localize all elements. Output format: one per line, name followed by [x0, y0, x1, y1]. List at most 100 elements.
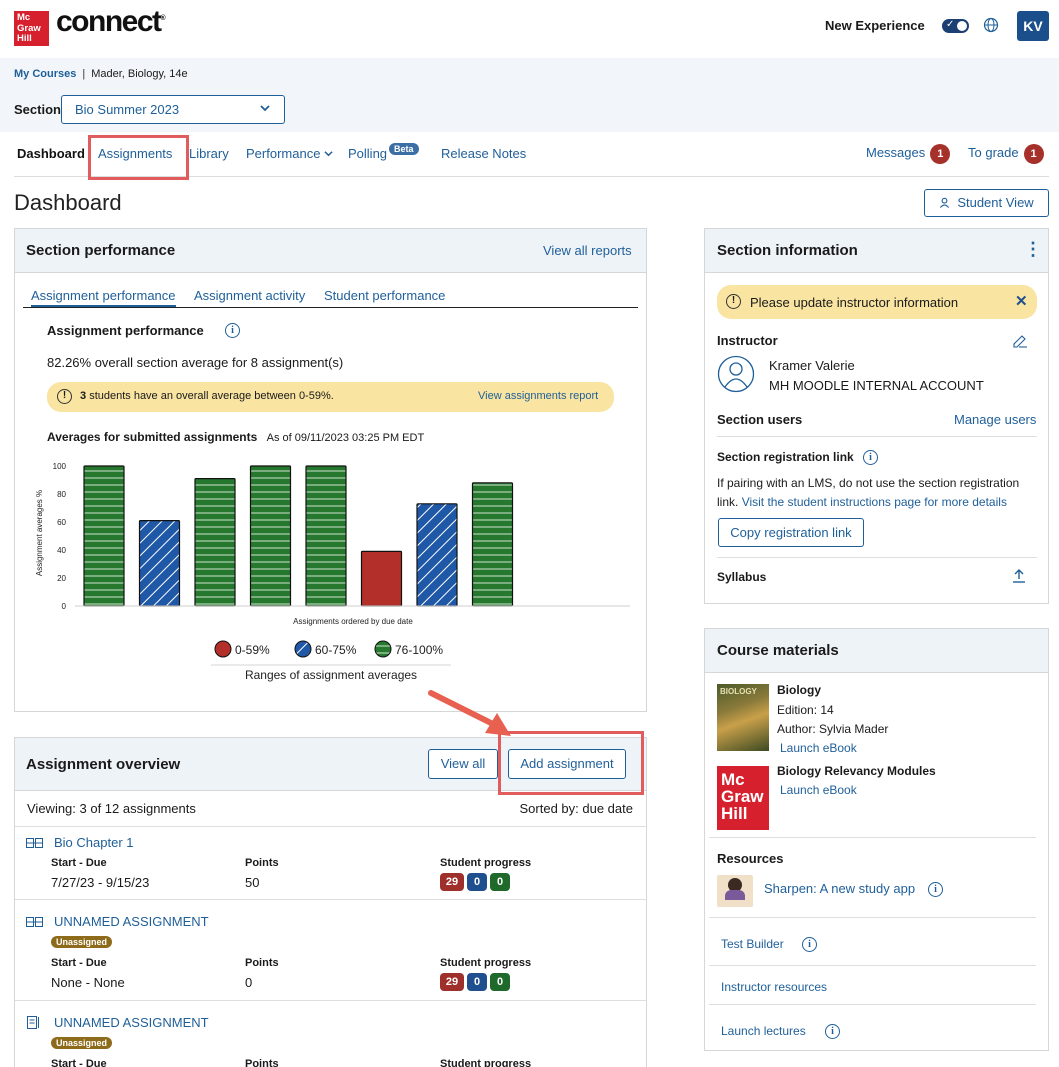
book-title: Biology Relevancy Modules	[777, 764, 936, 778]
chart-bar[interactable]	[249, 465, 292, 607]
launch-ebook-link[interactable]: Launch eBook	[780, 783, 857, 797]
viewing-count: Viewing: 3 of 12 assignments	[27, 801, 196, 816]
chart-bar[interactable]	[360, 550, 403, 607]
chart-bar[interactable]	[305, 465, 347, 607]
biology-book-cover[interactable]: BIOLOGY	[717, 684, 769, 751]
logo-line: Graw	[17, 22, 41, 34]
info-icon[interactable]: i	[802, 937, 817, 952]
tab-polling[interactable]: Polling Beta	[348, 143, 419, 161]
mcgraw-hill-logo[interactable]: Mc Graw Hill	[14, 11, 49, 46]
student-instructions-link[interactable]: Visit the student instructions page for …	[741, 495, 1007, 509]
pointer-arrow-icon	[428, 690, 511, 736]
col-start-due: Start - Due	[51, 957, 107, 969]
sharpen-app-icon[interactable]	[717, 875, 753, 907]
syllabus-label: Syllabus	[717, 570, 767, 584]
document-icon	[27, 1016, 39, 1029]
sharpen-link[interactable]: Sharpen: A new study app	[764, 881, 916, 896]
tab-assignments[interactable]: Assignments	[98, 146, 173, 161]
chart-bar[interactable]	[83, 465, 125, 607]
info-icon[interactable]: i	[863, 450, 878, 465]
section-average-text: 82.26% overall section average for 8 ass…	[47, 355, 344, 370]
edit-icon[interactable]	[1013, 335, 1028, 348]
sort-order: Sorted by: due date	[519, 801, 633, 816]
logo-line: Hill	[721, 804, 748, 823]
col-student-progress: Student progress	[440, 957, 532, 969]
legend-label: 0-59%	[235, 643, 270, 657]
tab-release-notes[interactable]: Release Notes	[441, 146, 527, 161]
progress-completed[interactable]: 0	[490, 973, 510, 991]
close-icon[interactable]: ✕	[1015, 293, 1028, 310]
new-experience-toggle[interactable]: ✓	[942, 19, 969, 33]
student-view-label: Student View	[957, 195, 1034, 210]
upload-icon[interactable]	[1012, 569, 1026, 583]
col-student-progress: Student progress	[440, 857, 532, 869]
assignment-type-icon	[26, 838, 43, 848]
breadcrumb-my-courses[interactable]: My Courses	[14, 68, 77, 80]
student-view-button[interactable]: Student View	[924, 189, 1049, 217]
info-icon[interactable]: i	[225, 323, 240, 338]
add-assignment-button[interactable]: Add assignment	[508, 749, 626, 779]
logo-line: Mc	[17, 12, 31, 23]
assignment-row: UNNAMED ASSIGNMENT Unassigned Start - Du…	[15, 1001, 647, 1067]
course-materials-card: Course materials BIOLOGY Biology Edition…	[704, 628, 1049, 1051]
chart-bar[interactable]	[471, 482, 514, 607]
instructor-resources-link[interactable]: Instructor resources	[721, 980, 828, 994]
course-header: My Courses | Mader, Biology, 14e Section B…	[0, 58, 1059, 132]
section-select[interactable]: Bio Summer 2023	[61, 95, 285, 124]
check-icon: ✓	[946, 19, 955, 30]
progress-in-progress[interactable]: 0	[467, 873, 487, 891]
tab-assignment-activity[interactable]: Assignment activity	[194, 288, 306, 303]
to-grade-link[interactable]: To grade 1	[968, 144, 1044, 164]
progress-not-started[interactable]: 29	[440, 873, 464, 891]
assignment-dates: None - None	[51, 975, 125, 990]
logo-line: Mc	[721, 770, 745, 789]
view-all-button[interactable]: View all	[428, 749, 498, 779]
col-points: Points	[245, 857, 279, 869]
tab-assignment-performance[interactable]: Assignment performance	[31, 288, 176, 307]
instructor-label: Instructor	[717, 333, 778, 348]
launch-ebook-link[interactable]: Launch eBook	[780, 741, 857, 755]
chart-bar[interactable]	[194, 478, 236, 607]
progress-in-progress[interactable]: 0	[467, 973, 487, 991]
view-assignments-report-link[interactable]: View assignments report	[478, 390, 599, 402]
tab-polling-label: Polling	[348, 146, 388, 161]
averages-title: Averages for submitted assignments	[47, 430, 258, 444]
info-icon[interactable]: i	[928, 882, 943, 897]
test-builder-link[interactable]: Test Builder	[721, 937, 784, 951]
chart-bar[interactable]	[416, 503, 458, 607]
section-users-label: Section users	[717, 412, 803, 427]
tab-performance-label: Performance	[246, 146, 321, 161]
more-options-icon[interactable]: ⋮	[1024, 239, 1042, 259]
copy-registration-link-button[interactable]: Copy registration link	[718, 518, 864, 547]
globe-icon[interactable]	[983, 17, 999, 33]
info-icon[interactable]: i	[825, 1024, 840, 1039]
assignment-row: UNNAMED ASSIGNMENT Unassigned Start - Du…	[15, 900, 647, 1000]
section-value: Bio Summer 2023	[75, 102, 180, 117]
view-all-reports-link[interactable]: View all reports	[543, 243, 632, 258]
launch-lectures-link[interactable]: Launch lectures	[721, 1024, 806, 1038]
book-title: Biology	[777, 683, 821, 697]
y-tick-label: 100	[53, 462, 67, 471]
manage-users-link[interactable]: Manage users	[954, 412, 1037, 427]
assignment-link[interactable]: UNNAMED ASSIGNMENT	[54, 914, 209, 929]
tab-student-performance[interactable]: Student performance	[324, 288, 446, 303]
chevron-down-icon	[260, 105, 270, 112]
assignment-dates: 7/27/23 - 9/15/23	[51, 875, 150, 890]
assignment-link[interactable]: Bio Chapter 1	[54, 835, 134, 850]
page-title: Dashboard	[14, 190, 122, 215]
chart-bar[interactable]	[138, 519, 181, 607]
mcgraw-hill-book-logo[interactable]: Mc Graw Hill	[717, 766, 769, 830]
tab-performance[interactable]: Performance	[246, 146, 333, 161]
averages-timestamp: As of 09/11/2023 03:25 PM EDT	[266, 432, 425, 444]
progress-completed[interactable]: 0	[490, 873, 510, 891]
progress-not-started[interactable]: 29	[440, 973, 464, 991]
legend-swatch	[214, 640, 232, 658]
messages-link[interactable]: Messages 1	[866, 144, 951, 164]
book-author: Author: Sylvia Mader	[777, 722, 889, 736]
user-avatar[interactable]: KV	[1017, 11, 1049, 41]
tab-dashboard[interactable]: Dashboard	[17, 146, 85, 161]
tab-library[interactable]: Library	[189, 146, 229, 161]
assignment-points: 50	[245, 875, 260, 890]
section-label: Section	[14, 102, 61, 117]
assignment-link[interactable]: UNNAMED ASSIGNMENT	[54, 1015, 209, 1030]
